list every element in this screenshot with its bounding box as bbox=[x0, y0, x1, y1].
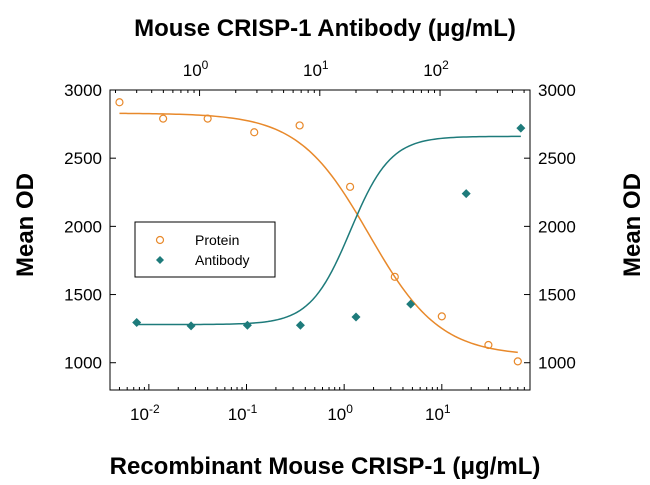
point-antibody bbox=[406, 299, 416, 309]
point-protein bbox=[250, 128, 259, 137]
y-axis-label-right: Mean OD bbox=[619, 173, 646, 277]
point-antibody bbox=[516, 123, 526, 133]
legend-marker-antibody bbox=[156, 256, 164, 264]
point-protein bbox=[295, 121, 304, 130]
x-top-tick-label: 100 bbox=[183, 58, 209, 80]
legend: Protein Antibody bbox=[134, 221, 276, 278]
y-tick-label-right: 2500 bbox=[538, 149, 576, 168]
point-protein bbox=[345, 182, 355, 191]
point-protein bbox=[484, 340, 493, 350]
x-bottom-tick-label: 101 bbox=[425, 402, 451, 424]
x-bottom-tick-label: 10-2 bbox=[130, 402, 160, 424]
y-tick-label-left: 1500 bbox=[64, 286, 102, 305]
point-protein bbox=[115, 98, 124, 107]
x-bottom-tick-label: 100 bbox=[327, 402, 353, 424]
fit-curves bbox=[119, 112, 521, 354]
y-tick-label-left: 2000 bbox=[64, 217, 102, 236]
point-protein bbox=[390, 272, 399, 281]
data-points bbox=[115, 98, 526, 366]
point-protein bbox=[159, 114, 168, 123]
fit-curve-antibody bbox=[136, 135, 521, 326]
x-axis-label: Recombinant Mouse CRISP-1 (μg/mL) bbox=[110, 453, 541, 480]
y-tick-label-right: 1000 bbox=[538, 354, 576, 373]
x-top-tick-label: 101 bbox=[303, 58, 329, 80]
fit-curve-protein bbox=[119, 112, 518, 354]
point-antibody bbox=[295, 320, 305, 330]
legend-marker-protein bbox=[155, 235, 165, 245]
x-top-tick-label: 102 bbox=[423, 58, 449, 80]
point-protein bbox=[513, 357, 522, 366]
point-antibody bbox=[186, 321, 196, 331]
y-tick-label-right: 3000 bbox=[538, 81, 576, 100]
legend-box bbox=[134, 221, 276, 278]
x-ticks: 10-2 10-1 100 101 100 101 102 bbox=[109, 58, 531, 424]
y-tick-label-left: 2500 bbox=[64, 149, 102, 168]
point-protein bbox=[437, 312, 446, 321]
point-protein bbox=[203, 114, 212, 123]
y-tick-label-right: 1500 bbox=[538, 286, 576, 305]
y-axis-label-left: Mean OD bbox=[12, 173, 39, 277]
legend-label-antibody: Antibody bbox=[195, 252, 249, 268]
y-ticks: 1000 1000 1500 1500 2000 2000 2500 2500 3000 3000 bbox=[64, 81, 576, 373]
x-bottom-tick-label: 10-1 bbox=[228, 402, 258, 424]
point-antibody bbox=[351, 312, 361, 322]
point-antibody bbox=[132, 318, 142, 327]
legend-label-protein: Protein bbox=[195, 232, 239, 248]
y-tick-label-right: 2000 bbox=[538, 217, 576, 236]
point-antibody bbox=[461, 189, 471, 199]
point-antibody bbox=[242, 320, 252, 330]
y-tick-label-left: 1000 bbox=[64, 354, 102, 373]
chart-title: Mouse CRISP-1 Antibody (μg/mL) bbox=[134, 15, 516, 42]
y-tick-label-left: 3000 bbox=[64, 81, 102, 100]
